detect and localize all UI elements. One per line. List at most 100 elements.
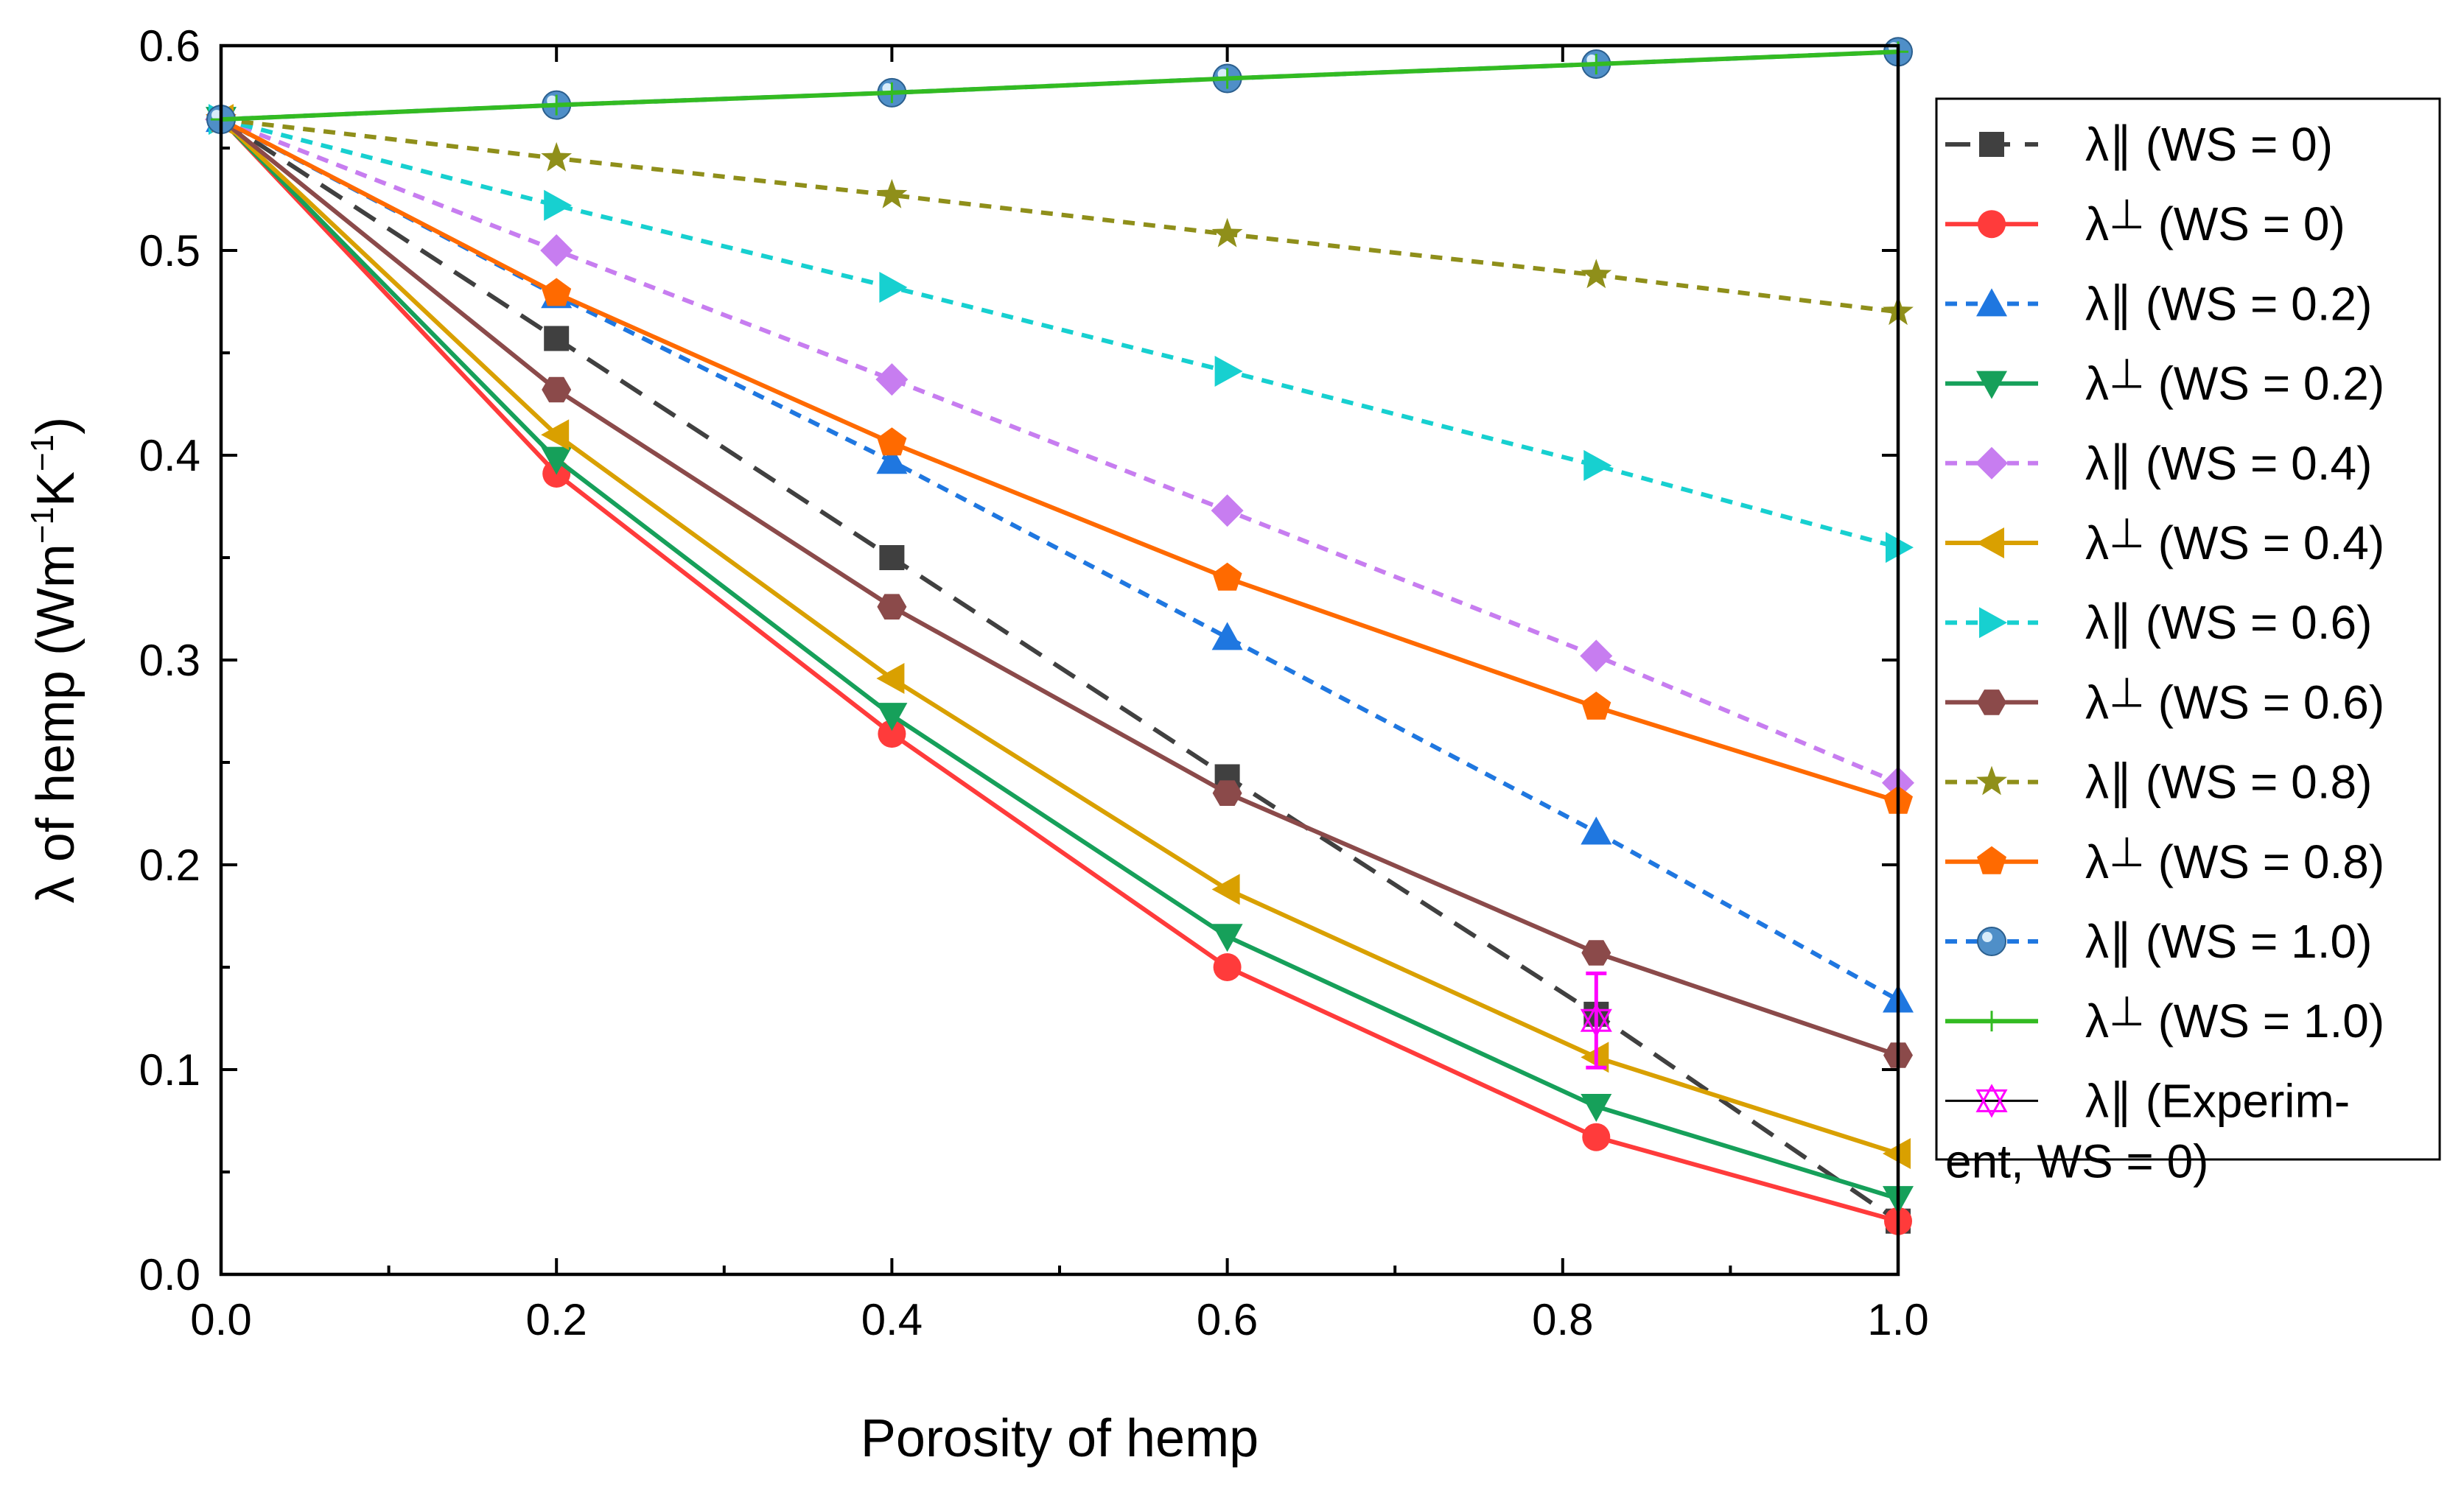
legend-label: λ⊥ (WS = 0) — [2085, 191, 2345, 250]
data-point — [1211, 622, 1243, 650]
data-point — [1212, 780, 1242, 806]
legend-marker — [1981, 1011, 2002, 1032]
legend-box — [1935, 97, 2441, 1161]
legend: λ∥ (WS = 0) λ⊥ (WS = 0) λ∥ (WS = 0.2) λ⊥ (W… — [1935, 97, 2441, 1188]
data-point — [875, 363, 909, 396]
data-point — [541, 419, 570, 451]
data-point — [1211, 217, 1243, 248]
data-point — [876, 178, 908, 208]
y-tick-label: 0.5 — [139, 226, 200, 276]
legend-marker — [1979, 132, 2004, 157]
data-point — [1214, 356, 1243, 387]
series-line — [219, 117, 1899, 1156]
legend-label: λ∥ (WS = 0) — [2085, 118, 2333, 171]
data-point — [541, 141, 573, 172]
y-tick-label: 0.3 — [139, 636, 200, 685]
data-point — [876, 446, 908, 474]
x-tick-label: 1.0 — [1867, 1295, 1928, 1344]
legend-label: λ⊥ (WS = 1.0) — [2085, 988, 2384, 1047]
y-tick-label: 0.2 — [139, 840, 200, 890]
legend-label: λ⊥ (WS = 0.8) — [2085, 829, 2384, 888]
legend-label: λ⊥ (WS = 0.4) — [2085, 510, 2384, 569]
y-tick-label: 0.4 — [139, 431, 200, 480]
axes-layer: 0.0 0.2 0.4 0.6 0.8 1.0 0.0 0.1 0.2 0.3 0.4 0.5 0.6 — [139, 21, 1929, 1344]
legend-marker — [1975, 1084, 2008, 1118]
data-point — [877, 427, 907, 456]
legend-label-continued: ent, WS = 0) — [1945, 1135, 2208, 1188]
data-point — [546, 94, 567, 116]
data-point — [879, 545, 905, 570]
y-tick-label: 0.0 — [139, 1250, 200, 1299]
data-point — [1583, 449, 1612, 481]
series-line — [220, 117, 1899, 1058]
series-line — [220, 117, 1900, 785]
x-axis-title: Porosity of hemp — [861, 1409, 1259, 1468]
data-point — [877, 594, 907, 620]
y-axis-title: λ of hemp (Wm−1K−1) — [24, 417, 85, 903]
x-tick-label: 0.2 — [525, 1295, 587, 1344]
data-point — [1580, 639, 1613, 673]
experiment-layer — [1580, 971, 1612, 1070]
series-line — [220, 117, 1899, 315]
legend-label: λ⊥ (WS = 0.2) — [2085, 351, 2384, 410]
series-line — [220, 117, 1899, 550]
y-tick-label: 0.1 — [139, 1045, 200, 1095]
legend-marker — [1977, 927, 2006, 956]
data-point — [544, 189, 573, 221]
legend-marker — [1976, 371, 2007, 399]
legend-marker — [1976, 288, 2007, 317]
legend-label: λ∥ (WS = 0.6) — [2085, 596, 2372, 649]
data-point — [1582, 1123, 1611, 1151]
series-line — [219, 117, 1899, 1201]
series-12 — [211, 41, 1908, 130]
data-point — [541, 446, 573, 475]
legend-label: λ∥ (WS = 0.4) — [2085, 437, 2372, 490]
y-tick-label: 0.6 — [139, 21, 200, 71]
data-point — [1212, 562, 1242, 591]
data-point — [876, 663, 905, 694]
series-6 — [206, 104, 1911, 1169]
data-point — [1586, 54, 1607, 74]
data-point — [879, 272, 908, 303]
series-line — [220, 117, 1899, 804]
x-tick-label: 0.0 — [190, 1295, 251, 1344]
data-point — [1581, 1094, 1612, 1122]
data-point — [878, 720, 906, 748]
data-point — [544, 326, 570, 351]
legend-label: λ⊥ (WS = 0.6) — [2085, 669, 2384, 729]
data-point — [1211, 874, 1240, 905]
legend-marker — [1976, 527, 2004, 558]
legend-marker — [1978, 210, 2006, 239]
experiment-point — [1580, 1003, 1612, 1038]
series-line — [219, 118, 1899, 1224]
data-point — [542, 278, 572, 306]
legend-marker — [1977, 689, 2006, 715]
data-point — [881, 82, 903, 103]
data-point — [876, 703, 908, 731]
x-tick-label: 0.8 — [1532, 1295, 1593, 1344]
series-10 — [206, 104, 1913, 814]
x-tick-label: 0.4 — [861, 1295, 923, 1344]
series-line — [220, 117, 1900, 1224]
legend-marker — [1976, 765, 2007, 796]
data-point — [1581, 259, 1612, 289]
data-point — [540, 234, 573, 267]
data-point — [1217, 68, 1238, 89]
legend-label: λ∥ (WS = 0.8) — [2085, 756, 2372, 809]
legend-marker — [1977, 846, 2006, 874]
data-point — [1211, 924, 1243, 952]
legend-label: λ∥ (WS = 1.0) — [2085, 915, 2372, 968]
legend-marker — [1979, 607, 2007, 639]
data-point — [542, 376, 572, 403]
legend-label: λ∥ (WS = 0.2) — [2085, 277, 2372, 330]
legend-marker — [1975, 446, 2008, 480]
x-tick-label: 0.6 — [1197, 1295, 1258, 1344]
data-point — [1581, 816, 1612, 845]
data-point — [1581, 691, 1611, 720]
data-point — [1211, 494, 1244, 527]
legend-label: λ∥ (Experim- — [2085, 1074, 2350, 1127]
data-point — [1581, 940, 1611, 966]
data-point — [1213, 953, 1242, 981]
series-line — [220, 49, 1899, 122]
